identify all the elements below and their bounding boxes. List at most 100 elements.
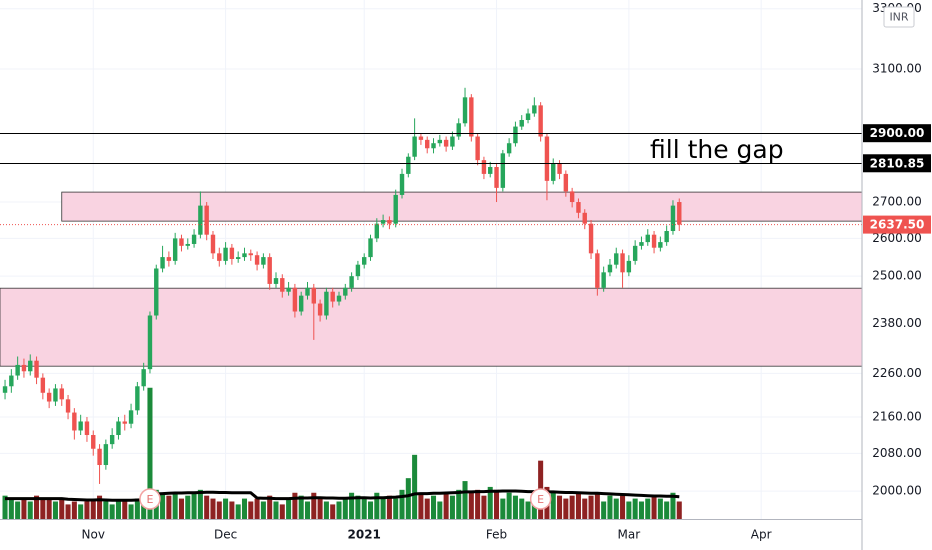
candle-body — [425, 139, 430, 149]
volume-bar — [601, 501, 607, 519]
volume-bar — [304, 501, 311, 519]
candle-body — [84, 421, 90, 436]
volume-bar — [506, 492, 512, 519]
volume-bar — [431, 495, 437, 519]
volume-bar — [323, 501, 329, 519]
volume-bar — [500, 498, 506, 519]
volume-bar — [84, 501, 90, 519]
volume-bar — [52, 501, 58, 519]
candle-body — [65, 399, 71, 413]
volume-bar — [613, 498, 619, 519]
candle-body — [677, 202, 682, 225]
candle-body — [15, 364, 20, 376]
volume-bar — [620, 495, 626, 519]
x-tick-label: Mar — [618, 528, 641, 542]
candle-body — [582, 212, 587, 224]
x-tick-label: Feb — [486, 528, 507, 542]
earnings-marker — [139, 488, 161, 510]
last-price-box — [863, 215, 931, 234]
volume-bar — [380, 498, 386, 519]
candle-body — [374, 223, 380, 239]
candle-body — [368, 238, 373, 258]
level-label-box — [863, 124, 931, 143]
volume-bar — [424, 498, 430, 519]
candle-body — [9, 375, 14, 387]
volume-bar — [185, 495, 191, 519]
candle-body — [242, 253, 247, 258]
volume-bar — [71, 501, 77, 519]
candle-body — [500, 153, 506, 188]
candle-body — [450, 136, 455, 147]
candle-body — [223, 247, 228, 261]
y-tick-label: 2000.00 — [872, 484, 922, 498]
volume-bar — [21, 498, 27, 519]
volume-bar — [330, 504, 336, 519]
candle-body — [172, 238, 178, 261]
candle-body — [513, 126, 518, 144]
candle-body — [235, 257, 241, 259]
candle-body — [324, 291, 329, 316]
y-tick-label: 2080.00 — [872, 446, 922, 460]
volume-bar — [147, 387, 153, 519]
volume-bar — [462, 481, 468, 519]
candle-body — [229, 247, 235, 259]
candle-body — [481, 160, 487, 174]
candle-body — [456, 123, 461, 137]
volume-bar — [342, 498, 348, 519]
candles — [2, 87, 682, 484]
candle-body — [601, 272, 606, 288]
volume-bar — [248, 501, 254, 519]
last-price-label: 2637.50 — [870, 218, 925, 232]
x-tick-label: Nov — [82, 528, 105, 542]
candle-body — [273, 278, 279, 284]
candle-body — [488, 167, 493, 174]
volume-bar — [494, 489, 500, 519]
candle-body — [462, 97, 468, 124]
volume-bar — [475, 489, 481, 519]
volume-bar — [550, 492, 556, 519]
volume-bar — [197, 489, 203, 519]
candle-body — [443, 139, 449, 147]
volume-bar — [676, 501, 682, 519]
candle-body — [128, 410, 134, 424]
volume-bar — [97, 495, 103, 519]
candle-body — [91, 435, 96, 449]
volume-bar — [90, 498, 96, 519]
volume-bar — [27, 501, 33, 519]
volume-bar — [582, 498, 588, 519]
candle-body — [191, 234, 197, 244]
candle-body — [557, 163, 562, 174]
candle-body — [185, 243, 190, 246]
zones — [0, 191, 863, 367]
zone — [61, 191, 863, 222]
x-tick-label: 2021 — [348, 528, 381, 542]
candle-body — [362, 257, 367, 265]
candle-body — [595, 253, 600, 288]
volume-bar — [122, 501, 128, 519]
volume-bar — [59, 498, 65, 519]
volume-bar — [46, 498, 52, 519]
candle-body — [525, 113, 531, 120]
volume-bar — [267, 495, 273, 519]
volume-bar — [34, 495, 40, 519]
volume-bar — [229, 501, 235, 519]
volume-bar — [468, 492, 474, 519]
candle-body — [651, 234, 657, 248]
candle-body — [72, 412, 77, 431]
volume-bar — [512, 495, 518, 519]
volume-bar — [191, 492, 197, 519]
candle-body — [116, 421, 121, 436]
volume-bar — [651, 495, 657, 519]
candle-body — [607, 264, 613, 273]
candle-body — [469, 97, 474, 137]
volume-bar — [109, 504, 115, 519]
candle-body — [217, 253, 222, 261]
volume-bar — [657, 498, 663, 519]
candle-body — [519, 119, 524, 127]
candle-body — [210, 234, 216, 254]
candle-body — [588, 223, 594, 254]
volume-bar — [632, 498, 638, 519]
y-tick-label: 2600.00 — [872, 231, 922, 245]
candle-body — [406, 156, 411, 174]
